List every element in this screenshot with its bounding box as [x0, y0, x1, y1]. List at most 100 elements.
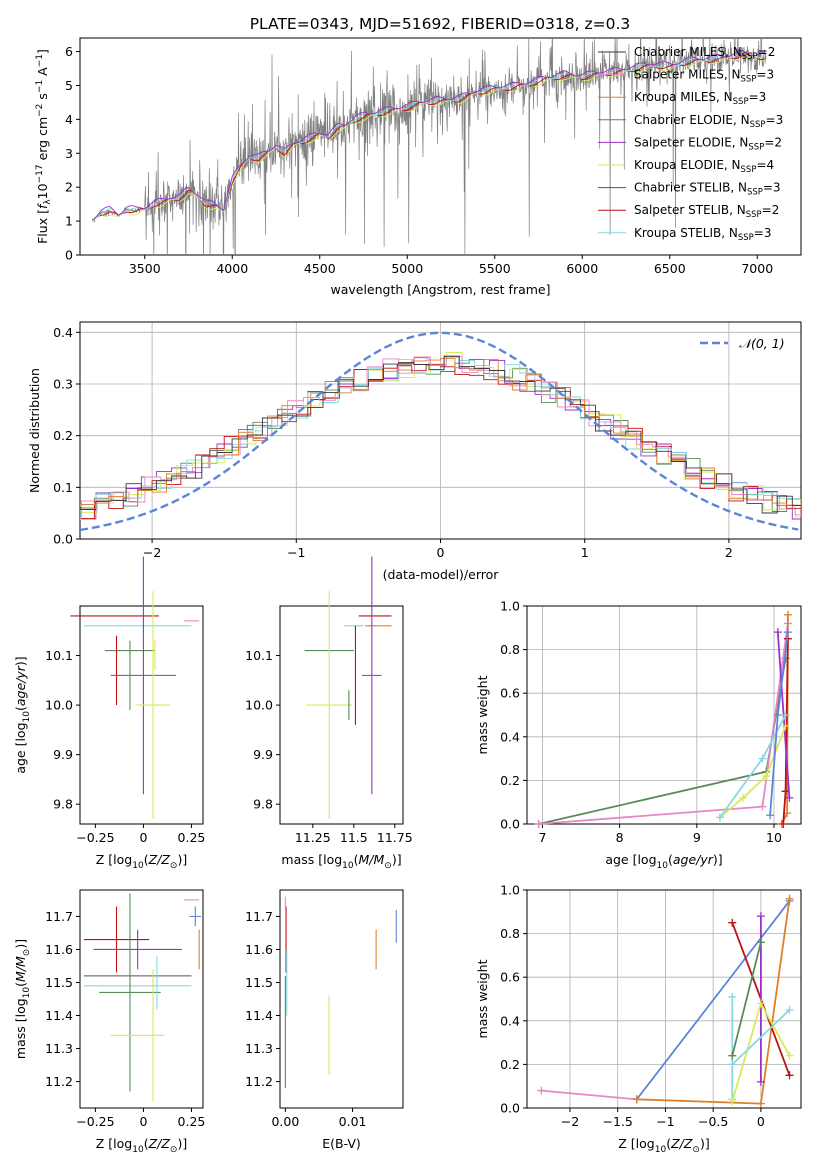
y-tick-label: 0.3	[53, 377, 73, 392]
y-tick-label: 10.1	[45, 648, 73, 663]
x-tick-label: 9	[693, 830, 701, 845]
weight-point-marker	[728, 1060, 737, 1069]
legend-label: Kroupa MILES, NSSP=3	[634, 90, 766, 107]
weight-point-marker	[756, 1077, 765, 1086]
plot-frame	[79, 889, 204, 1109]
weight-point-marker	[773, 711, 782, 719]
weight-point-marker	[781, 721, 790, 730]
weight-point-marker	[785, 793, 794, 802]
y-axis-label: age [log10(age/yr)]	[13, 656, 32, 773]
y-tick-label: 11.2	[45, 1074, 73, 1089]
x-tick-label: −2	[143, 545, 161, 560]
x-tick-label: 0	[757, 1114, 765, 1129]
x-tick-label: 4500	[304, 261, 336, 276]
x-axis-label: Z [log10(Z/Z⊙)]	[96, 1136, 187, 1155]
weight-point-marker	[766, 811, 775, 820]
y-tick-label: 9.9	[253, 747, 273, 762]
legend-label: Salpeter ELODIE, NSSP=2	[634, 135, 782, 152]
y-tick-label: 0.6	[500, 970, 520, 985]
y-tick-label: 0.0	[500, 1101, 520, 1116]
weight-line-salp_miles	[538, 623, 789, 825]
x-tick-label: −0.25	[76, 830, 114, 845]
y-tick-label: 9.9	[53, 747, 73, 762]
axes-weight_vs_Z: −2 −1.5 −1 −0.5 0 0.0 0.2 0.4 0.6 0.8 1.0 Z [log10(…	[475, 883, 802, 1155]
x-tick-label: −2	[561, 1114, 579, 1129]
weight-line-chab_elodie	[731, 942, 762, 1056]
weight-point-marker	[756, 999, 765, 1008]
x-tick-label: 10	[766, 830, 782, 845]
x-axis-label: Z [log10(Z/Z⊙)]	[96, 852, 187, 871]
weight-point-marker	[758, 802, 767, 811]
x-axis-label: (data-model)/error	[383, 567, 500, 582]
x-tick-label: −0.25	[76, 1114, 114, 1129]
legend-label: Chabrier ELODIE, NSSP=3	[634, 113, 783, 130]
x-tick-label: 7000	[741, 261, 773, 276]
x-tick-label: 2	[725, 545, 733, 560]
y-tick-label: 9.8	[253, 797, 273, 812]
x-tick-label: 0	[139, 830, 147, 845]
y-tick-label: 11.7	[245, 909, 273, 924]
weight-point-marker	[534, 820, 543, 828]
y-tick-label: 0.8	[500, 642, 520, 657]
legend-label: Kroupa STELIB, NSSP=3	[634, 226, 772, 243]
y-tick-label: 0.0	[500, 817, 520, 832]
weight-point-marker	[783, 610, 792, 619]
plot-frame	[526, 889, 802, 1109]
legend-label: Salpeter MILES, NSSP=3	[634, 68, 774, 85]
y-tick-label: 0.6	[500, 686, 520, 701]
y-tick-label: 2	[65, 180, 73, 195]
observed-spectrum-line	[92, 38, 767, 255]
y-tick-label: 0.2	[500, 1057, 520, 1072]
weight-point-marker	[785, 1071, 794, 1080]
y-tick-label: 1	[65, 214, 73, 229]
legend-label: Chabrier MILES, NSSP=2	[634, 45, 775, 62]
x-tick-label: −1.5	[603, 1114, 633, 1129]
y-tick-label: 0.4	[500, 1013, 520, 1028]
y-tick-label: 11.6	[245, 942, 273, 957]
plot-frame	[526, 605, 802, 825]
y-tick-label: 11.5	[45, 975, 73, 990]
weight-point-marker	[715, 813, 724, 822]
x-tick-label: 11.25	[295, 830, 331, 845]
y-tick-label: 11.2	[245, 1074, 273, 1089]
weight-point-marker	[785, 894, 794, 903]
y-axis-label: mass [log10(M/M⊙)]	[13, 939, 32, 1059]
weight-point-marker	[632, 1095, 641, 1104]
x-tick-label: 0.00	[271, 1114, 299, 1129]
y-tick-label: 11.5	[245, 975, 273, 990]
x-tick-label: 8	[616, 830, 624, 845]
legend-label: Kroupa ELODIE, NSSP=4	[634, 158, 774, 175]
y-axis-label: Flux [fλ10−17 erg cm−2 s−1 A−1]	[35, 49, 53, 244]
weight-point-marker	[779, 820, 788, 828]
y-tick-label: 10.1	[245, 648, 273, 663]
weight-point-marker	[537, 1086, 546, 1095]
weight-point-marker	[785, 1005, 794, 1014]
x-tick-label: 3500	[129, 261, 161, 276]
weight-point-marker	[781, 711, 790, 719]
weight-point-marker	[728, 1097, 737, 1106]
figure-title: PLATE=0343, MJD=51692, FIBERID=0318, z=0…	[250, 15, 631, 33]
weight-point-marker	[783, 628, 792, 637]
x-tick-label: 11.5	[340, 830, 368, 845]
weight-point-marker	[785, 1051, 794, 1060]
y-tick-label: 11.6	[45, 942, 73, 957]
y-tick-label: 1.0	[500, 599, 520, 614]
weight-point-marker	[756, 1099, 765, 1108]
y-tick-label: 11.4	[245, 1008, 273, 1023]
y-tick-label: 0	[65, 248, 73, 263]
y-tick-label: 0.4	[53, 325, 73, 340]
x-tick-label: 0.01	[339, 1114, 367, 1129]
weight-point-marker	[762, 772, 771, 781]
y-tick-label: 11.4	[45, 1008, 73, 1023]
x-tick-label: −0.5	[698, 1114, 728, 1129]
y-tick-label: 6	[65, 44, 73, 59]
x-axis-label: age [log10(age/yr)]	[605, 852, 722, 871]
x-tick-label: 6500	[654, 261, 686, 276]
weight-point-marker	[739, 793, 748, 802]
residual-histogram-chab_miles	[80, 355, 801, 514]
y-tick-label: 0.2	[53, 428, 73, 443]
x-tick-label: 5000	[391, 261, 423, 276]
y-tick-label: 0.1	[53, 480, 73, 495]
x-tick-label: 0.25	[178, 830, 206, 845]
y-axis-label: Normed distribution	[27, 368, 42, 493]
